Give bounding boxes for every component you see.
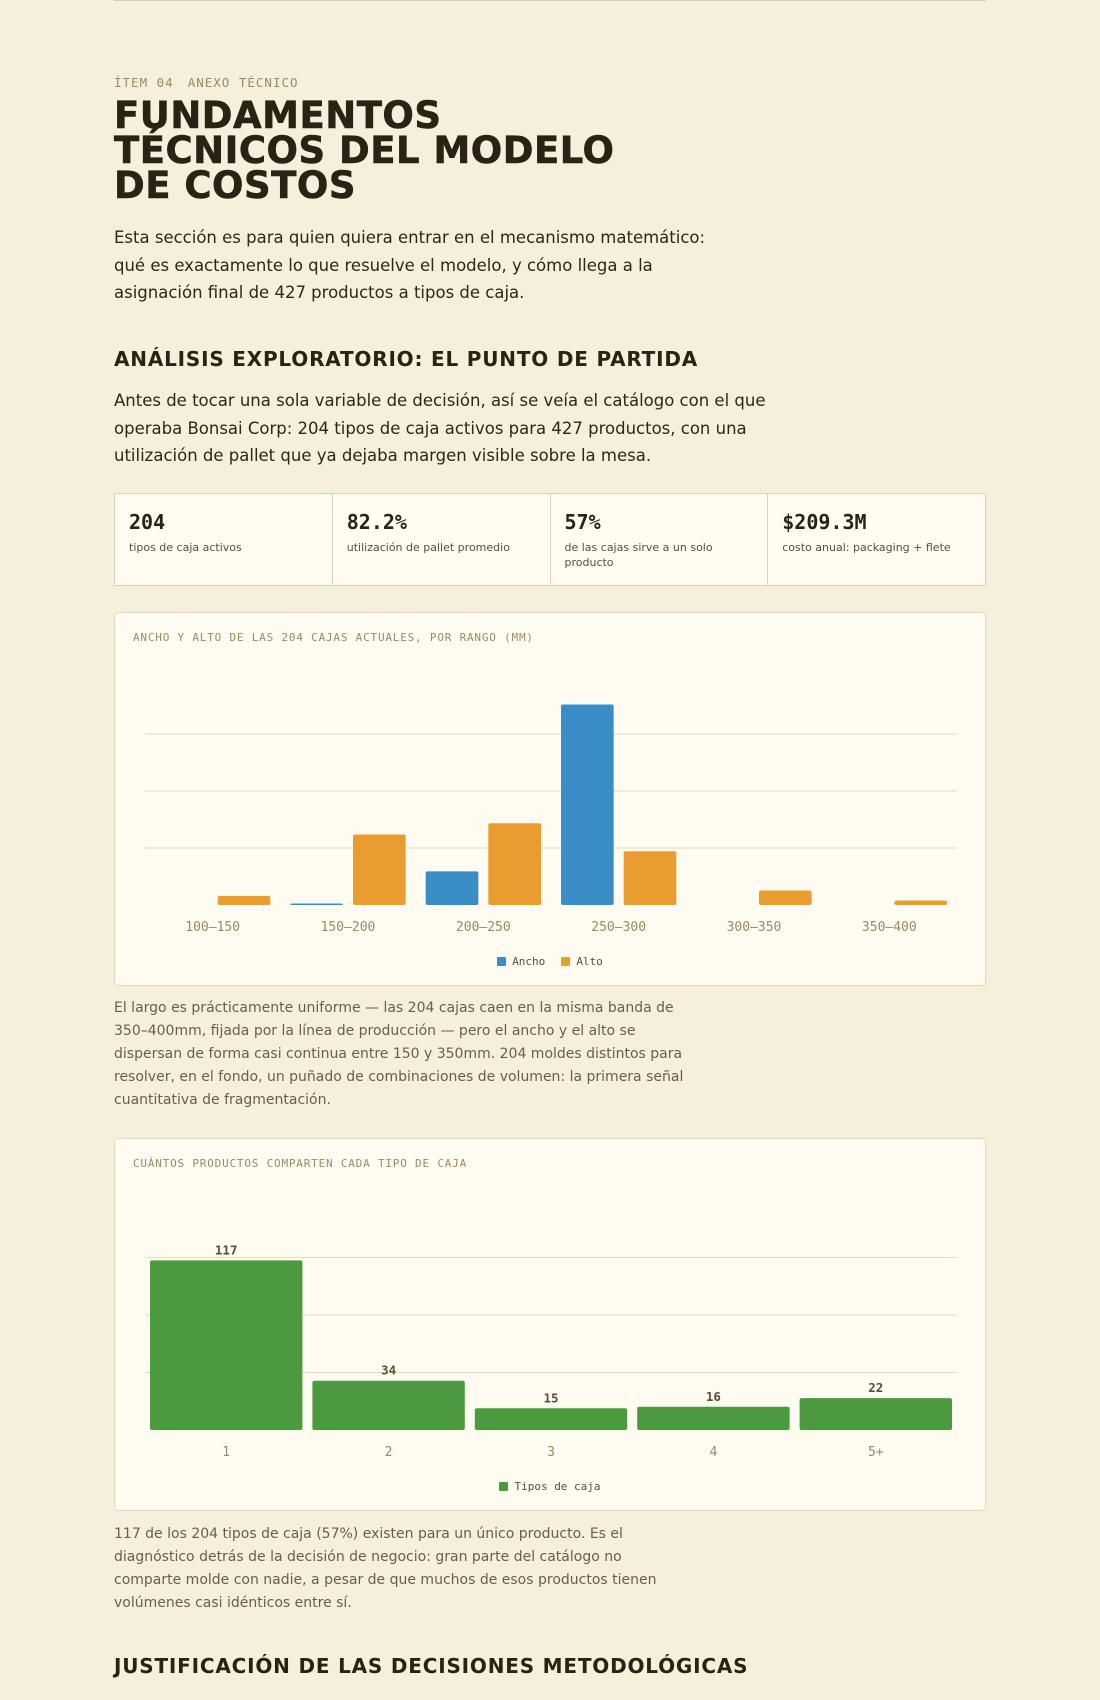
intro-paragraph: Esta sección es para quien quiera entrar…: [114, 228, 706, 302]
chart-legend: Tipos de caja: [115, 1480, 985, 1493]
legend-swatch: [497, 957, 507, 966]
stat-label: tipos de caja activos: [129, 541, 242, 554]
bar-tipos-de-caja-2: [474, 1408, 628, 1430]
legend-label: Tipos de caja: [514, 1480, 601, 1493]
stat-label: de las cajas sirve a un solo producto: [564, 541, 713, 569]
bar-ancho-2: [425, 871, 479, 905]
stat-value: 82.2%: [346, 510, 407, 534]
page-title: FUNDAMENTOS TÉCNICOS DEL MODELO DE COSTO…: [114, 94, 615, 207]
x-tick-label: 1: [222, 1445, 230, 1460]
bar-alto-3: [623, 851, 677, 905]
methodology-heading: JUSTIFICACIÓN DE LAS DECISIONES METODOLÓ…: [114, 1654, 749, 1678]
data-label: 15: [543, 1390, 558, 1405]
bar-ancho-1: [290, 903, 343, 905]
bar-tipos-de-caja-4: [799, 1398, 952, 1430]
chart-title: ANCHO Y ALTO DE LAS 204 CAJAS ACTUALES, …: [133, 631, 534, 644]
dimension-histogram-chart: 100–150 150–200 200–250 250–300 300–350 350–4…: [145, 704, 957, 935]
legend-item-ancho: Ancho: [497, 955, 545, 968]
bar-alto-2: [488, 823, 541, 905]
data-label: 16: [706, 1389, 721, 1404]
bar-alto-4: [759, 890, 812, 905]
chart-title: CUÁNTOS PRODUCTOS COMPARTEN CADA TIPO DE…: [133, 1157, 468, 1170]
x-tick-label: 4: [709, 1445, 717, 1460]
legend-swatch: [561, 957, 571, 966]
x-tick-label: 350–400: [862, 920, 917, 935]
x-tick-label: 200–250: [456, 920, 511, 935]
data-label: 34: [381, 1363, 396, 1378]
data-label: 117: [215, 1242, 238, 1257]
x-tick-label: 5+: [868, 1445, 884, 1460]
item-number: ÍTEM 04: [114, 75, 174, 90]
bar-alto-5: [894, 900, 947, 905]
item-label: ANEXO TÉCNICO: [187, 75, 299, 90]
stat-box-pallet-utilization: 82.2% utilización de pallet promedio: [333, 494, 551, 585]
legend-item-tipos-de-caja: Tipos de caja: [499, 1480, 601, 1493]
x-tick-label: 100–150: [185, 920, 240, 935]
stat-box-annual-cost: $209.3M costo anual: packaging + flete: [768, 494, 985, 585]
legend-label: Ancho: [512, 955, 546, 968]
x-tick-label: 250–300: [591, 920, 646, 935]
chart-legend: Ancho Alto: [115, 955, 985, 968]
section-eyebrow: ÍTEM 04 ANEXO TÉCNICO: [114, 75, 299, 90]
sharing-chart-card: CUÁNTOS PRODUCTOS COMPARTEN CADA TIPO DE…: [114, 1138, 986, 1511]
sharing-bar-chart: 117 1 34 2 15 3 16 4 22 5+: [145, 1242, 957, 1460]
legend-swatch: [499, 1482, 509, 1491]
bar-alto-0: [217, 896, 271, 905]
bar-ancho-3: [561, 704, 614, 905]
legend-item-alto: Alto: [561, 955, 603, 968]
stat-value: 57%: [564, 510, 601, 534]
stat-label: costo anual: packaging + flete: [782, 541, 951, 554]
data-label: 22: [868, 1380, 883, 1395]
x-tick-label: 150–200: [321, 920, 376, 935]
bar-tipos-de-caja-1: [312, 1380, 465, 1430]
legend-label: Alto: [576, 955, 603, 968]
stats-strip: 204 tipos de caja activos 82.2% utilizac…: [114, 493, 986, 586]
x-tick-label: 3: [547, 1445, 555, 1460]
stat-box-box-types: 204 tipos de caja activos: [115, 494, 333, 585]
chart-caption-dimensions: El largo es prácticamente uniforme — las…: [114, 1000, 684, 1108]
stat-value: 204: [129, 510, 166, 534]
exploratory-heading: ANÁLISIS EXPLORATORIO: EL PUNTO DE PARTI…: [114, 347, 699, 371]
x-tick-label: 300–350: [727, 920, 782, 935]
stat-label: utilización de pallet promedio: [346, 541, 510, 554]
top-divider: [114, 0, 986, 1]
dimension-histogram-card: ANCHO Y ALTO DE LAS 204 CAJAS ACTUALES, …: [114, 612, 986, 986]
stat-value: $209.3M: [782, 510, 867, 534]
x-tick-label: 2: [385, 1445, 393, 1460]
bar-tipos-de-caja-3: [637, 1406, 790, 1430]
exploratory-intro: Antes de tocar una sola variable de deci…: [114, 391, 766, 465]
bar-tipos-de-caja-0: [150, 1260, 303, 1430]
bar-alto-1: [353, 834, 406, 905]
stat-box-single-product: 57% de las cajas sirve a un solo product…: [551, 494, 769, 585]
chart-caption-sharing: 117 de los 204 tipos de caja (57%) exist…: [114, 1526, 657, 1611]
